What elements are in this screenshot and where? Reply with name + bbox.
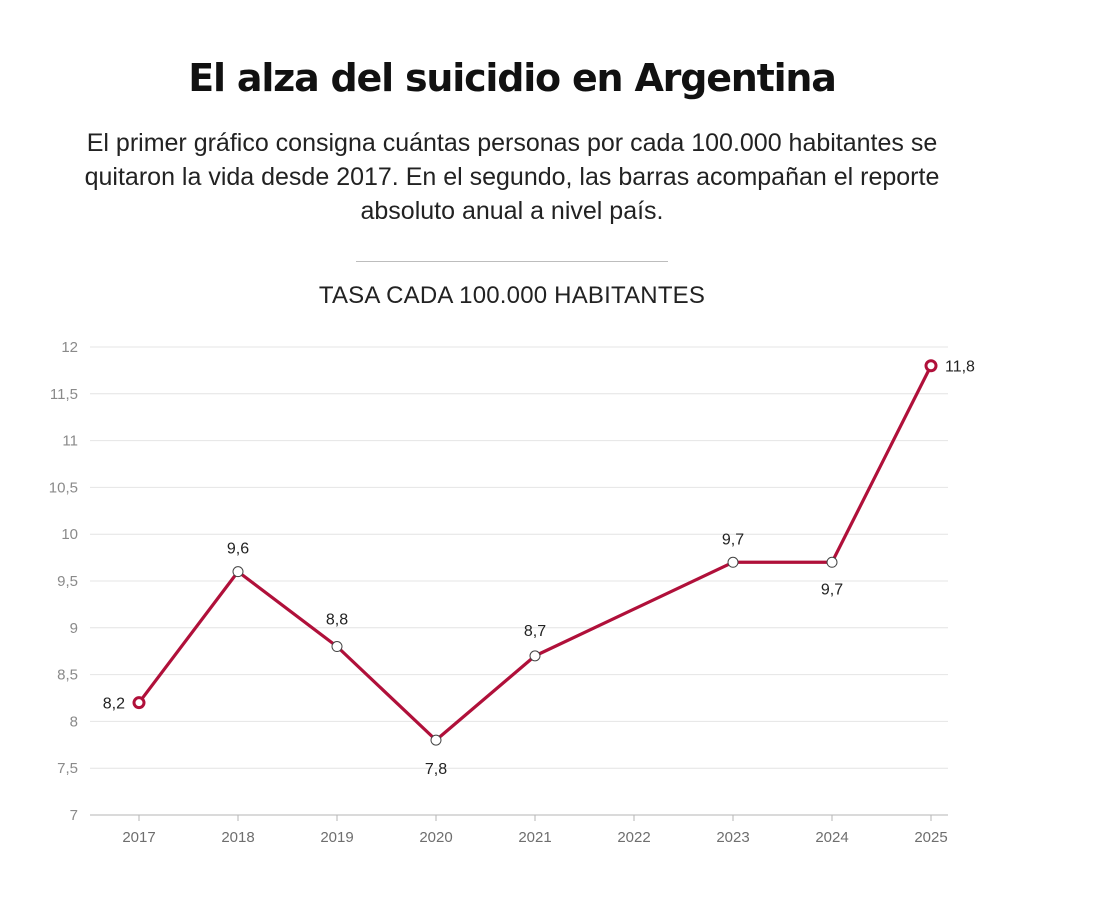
data-label: 9,6 [227, 541, 249, 558]
data-point [529, 650, 541, 662]
data-label: 9,7 [722, 531, 744, 548]
title-divider [356, 261, 668, 262]
data-point [331, 641, 343, 653]
data-label: 7,8 [425, 761, 447, 778]
x-tick-label: 2018 [221, 829, 254, 846]
x-tick-label: 2023 [716, 829, 749, 846]
data-point [430, 734, 442, 746]
y-tick-label: 10 [61, 526, 78, 543]
y-tick-label: 7,5 [57, 760, 78, 777]
chart-subtitle: El primer gráfico consigna cuántas perso… [84, 129, 940, 225]
data-point [924, 359, 938, 373]
data-label: 8,2 [103, 696, 125, 713]
x-tick-label: 2017 [122, 829, 155, 846]
data-point [826, 556, 838, 568]
chart-title: TASA CADA 100.000 HABITANTES [318, 282, 706, 309]
y-tick-label: 7 [70, 807, 78, 824]
y-tick-label: 11 [62, 433, 78, 450]
x-tick-label: 2020 [419, 829, 452, 846]
y-tick-label: 8 [70, 713, 78, 730]
data-point [727, 556, 739, 568]
y-tick-label: 11,5 [50, 386, 78, 403]
x-tick-label: 2024 [815, 829, 848, 846]
x-tick-label: 2022 [617, 829, 650, 846]
y-tick-label: 10,5 [49, 479, 78, 496]
y-tick-label: 9,5 [57, 573, 78, 590]
data-label: 8,7 [524, 623, 546, 640]
data-label: 9,7 [821, 581, 843, 598]
grid-layer [90, 346, 948, 816]
point-layer [132, 359, 938, 746]
y-tick-label: 8,5 [57, 667, 78, 684]
label-layer: 8,2 9,6 8,8 7,8 8,7 9,7 9,7 11,8 [103, 359, 975, 778]
x-tick-label: 2021 [518, 829, 551, 846]
line-layer [137, 364, 933, 742]
axis-layer: 7 7,5 8 8,5 9 9,5 10 10,5 11 11,5 12 2017 2018 2019 20… [49, 339, 948, 846]
x-tick-label: 2019 [320, 829, 353, 846]
x-tick-label: 2025 [914, 829, 947, 846]
data-label: 11,8 [945, 359, 975, 376]
data-point [132, 696, 146, 710]
chart-headline: El alza del suicidio en Argentina [188, 56, 837, 100]
series-line [137, 364, 933, 742]
y-tick-label: 9 [70, 620, 78, 637]
y-tick-label: 12 [61, 339, 78, 356]
data-point [232, 566, 244, 578]
data-label: 8,8 [326, 612, 348, 629]
